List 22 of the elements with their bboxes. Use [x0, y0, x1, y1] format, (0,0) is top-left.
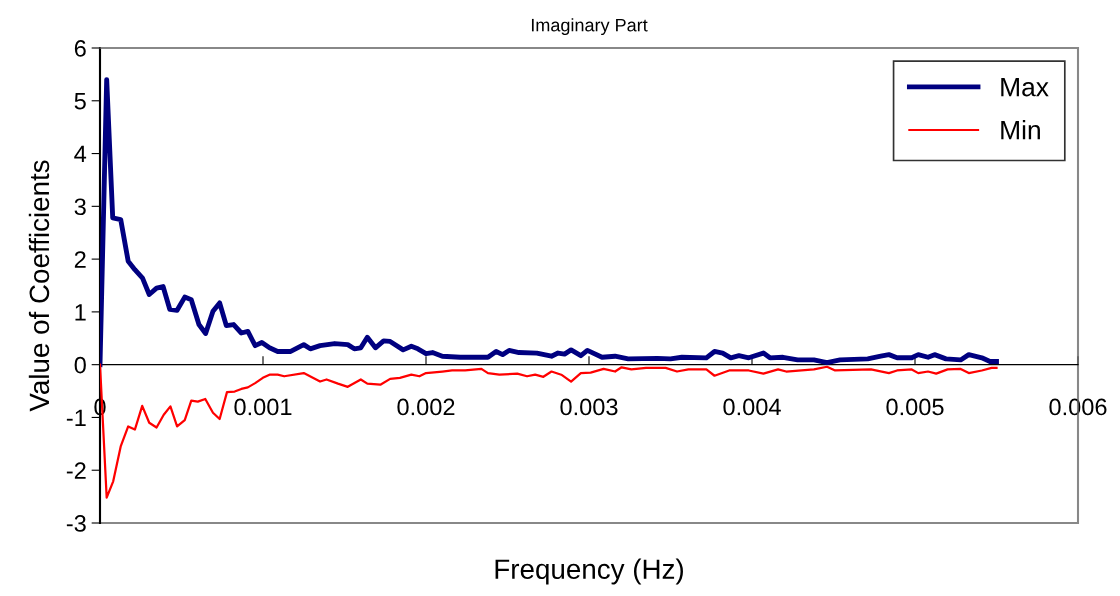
line-series	[100, 77, 999, 368]
y-tick-label: -3	[66, 515, 86, 532]
y-tick-label: -2	[66, 462, 86, 479]
y-tick-label: 5	[74, 93, 86, 110]
x-tick-label: 0.005	[886, 398, 944, 416]
y-tick-label: -1	[66, 409, 86, 426]
legend-label: Min	[1001, 120, 1040, 140]
x-tick-label: 0.004	[723, 398, 781, 416]
y-tick-label: 2	[74, 251, 86, 268]
x-tick-label: 0.001	[234, 398, 292, 416]
y-tick-label: 1	[75, 304, 86, 321]
y-tick-label: 6	[74, 40, 86, 57]
y-tick-label: 0	[74, 356, 86, 374]
legend-label: Max	[1001, 78, 1049, 97]
x-tick-label: 0.006	[1049, 398, 1107, 416]
chart-title: Imaginary Part	[531, 18, 648, 36]
y-axis-title: Value of Coefficients	[28, 160, 50, 412]
y-tick-label: 3	[74, 198, 86, 216]
x-axis-title: Frequency (Hz)	[495, 558, 683, 585]
y-tick-label: 4	[74, 145, 87, 163]
x-tick-label: 0.003	[560, 398, 618, 416]
x-tick-label: 0.002	[397, 398, 455, 416]
